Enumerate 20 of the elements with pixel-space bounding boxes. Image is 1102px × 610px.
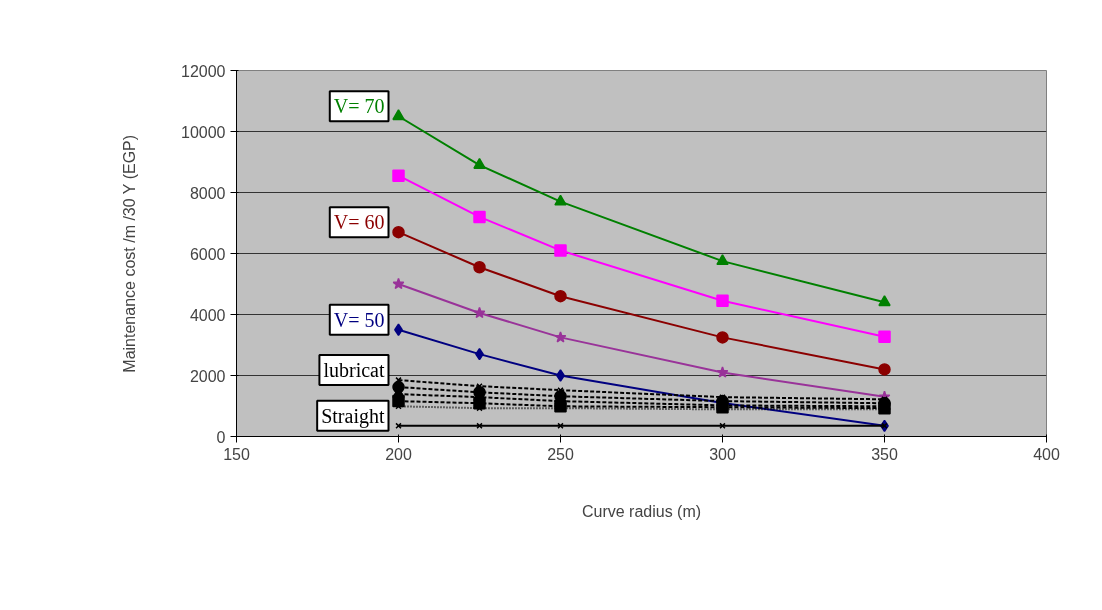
annotation: lubricat bbox=[323, 359, 385, 382]
y-tick-label: 6000 bbox=[189, 245, 226, 263]
annotation: V= 50 bbox=[333, 308, 385, 331]
x-tick-label: 250 bbox=[547, 445, 574, 463]
y-tick-label: 12000 bbox=[181, 62, 226, 80]
y-axis-title: Maintenance cost /m /30 Y (EGP) bbox=[121, 134, 139, 373]
annotation: V= 60 bbox=[333, 211, 385, 234]
y-tick-label: 2000 bbox=[189, 367, 226, 385]
annotation: V= 70 bbox=[333, 95, 385, 118]
x-tick-label: 400 bbox=[1033, 445, 1060, 463]
x-tick-label: 200 bbox=[385, 445, 412, 463]
x-tick-label: 300 bbox=[709, 445, 736, 463]
y-tick-label: 10000 bbox=[181, 123, 226, 141]
annotation: Straight bbox=[321, 404, 385, 428]
y-tick-label: 4000 bbox=[189, 306, 226, 324]
y-tick-label: 0 bbox=[216, 428, 226, 446]
x-axis-title: Curve radius (m) bbox=[581, 502, 702, 520]
y-tick-label: 8000 bbox=[189, 184, 226, 202]
x-tick-label: 350 bbox=[871, 445, 898, 463]
x-tick-label: 150 bbox=[223, 445, 250, 463]
